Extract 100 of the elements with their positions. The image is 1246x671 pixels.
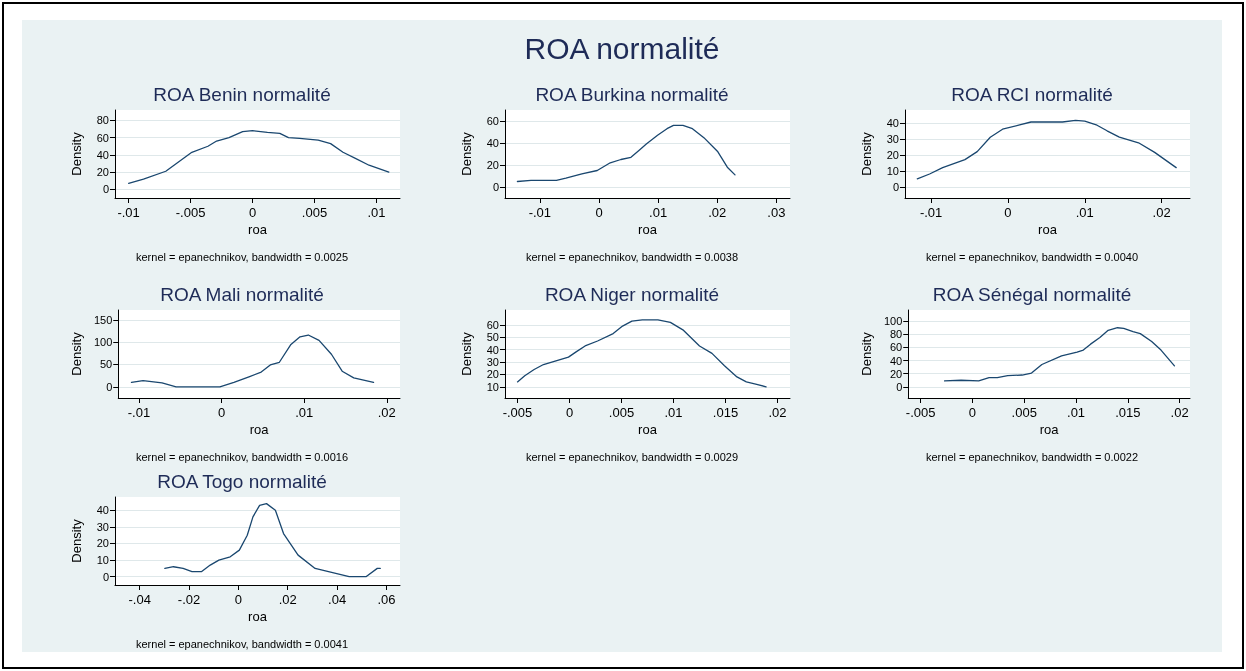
y-tick-label: 0	[892, 180, 899, 193]
x-tick-label: 0	[968, 405, 977, 420]
text: kernel = epanechnikov, bandwidth = 0.0016	[136, 450, 349, 463]
y-tick-label: 20	[886, 148, 899, 161]
x-tick-label: 0	[1004, 205, 1012, 220]
x-tick-label: -.01	[117, 205, 140, 220]
x-tick-label: .01	[649, 205, 668, 220]
y-axis-title: Density	[459, 131, 474, 176]
chart-title: ROA Mali normalité	[160, 284, 324, 305]
text: kernel = epanechnikov, bandwidth = 0.0038	[526, 250, 739, 263]
x-tick-label: -.01	[528, 205, 552, 220]
y-tick-label: 30	[486, 356, 499, 369]
x-tick-label: .005	[301, 205, 328, 220]
x-tick-label: -.04	[128, 592, 151, 607]
y-tick-label: 0	[492, 181, 499, 193]
y-tick-label: 20	[96, 537, 109, 550]
chart-title: ROA Togo normalité	[157, 471, 327, 492]
y-axis-title: Density	[69, 518, 84, 563]
x-tick-label: .02	[278, 592, 297, 607]
y-tick-label: 60	[486, 318, 499, 331]
x-tick-label: .015	[712, 405, 739, 420]
line-series	[516, 319, 767, 388]
x-tick-label: .06	[377, 592, 396, 607]
x-axis-title: roa	[1038, 222, 1058, 237]
y-tick-label: 40	[886, 116, 899, 129]
y-tick-label: 40	[486, 343, 499, 356]
y-tick-label: 20	[890, 367, 903, 380]
line-series	[516, 124, 736, 183]
y-tick-label: 0	[102, 570, 109, 583]
y-tick-label: 10	[886, 164, 899, 177]
y-tick-label: 100	[883, 315, 903, 328]
line-series	[127, 130, 390, 184]
y-tick-label: 80	[890, 328, 903, 341]
x-axis-title: roa	[249, 422, 270, 437]
text: kernel = epanechnikov, bandwidth = 0.0029	[526, 450, 739, 463]
y-tick-label: 20	[486, 368, 499, 381]
x-tick-label: .01	[367, 205, 386, 220]
text: kernel = epanechnikov, bandwidth = 0.0025	[136, 250, 349, 263]
text: ROA normalité	[524, 31, 720, 65]
x-tick-label: .02	[377, 405, 396, 420]
x-tick-label: .02	[1170, 405, 1189, 420]
y-tick-label: 10	[486, 380, 499, 393]
x-tick-label: .02	[708, 205, 727, 220]
y-tick-label: 80	[96, 114, 109, 127]
x-tick-label: .01	[295, 405, 314, 420]
x-tick-label: .03	[767, 205, 786, 220]
x-axis-title: roa	[248, 609, 268, 624]
line-series	[164, 502, 381, 578]
x-tick-label: 0	[565, 405, 574, 420]
y-axis-title: Density	[459, 331, 474, 376]
x-axis-title: roa	[638, 422, 658, 437]
y-tick-label: 40	[96, 504, 109, 517]
chart-title: ROA Benin normalité	[153, 84, 331, 105]
y-axis-title: Density	[859, 331, 874, 376]
y-tick-label: 30	[886, 132, 899, 145]
x-tick-label: .005	[1011, 405, 1037, 420]
y-tick-label: 40	[486, 137, 499, 149]
x-tick-label: .01	[664, 405, 683, 420]
chart-title: ROA Burkina normalité	[535, 84, 729, 105]
y-tick-label: 50	[486, 331, 499, 344]
x-tick-label: .02	[768, 405, 787, 420]
y-tick-label: 100	[93, 336, 113, 349]
y-tick-label: 150	[93, 313, 113, 326]
x-tick-label: 0	[234, 592, 242, 607]
y-tick-label: 60	[890, 341, 903, 354]
y-tick-label: 10	[96, 554, 109, 567]
x-tick-label: -.005	[905, 405, 936, 420]
y-tick-label: 0	[896, 380, 903, 393]
y-tick-label: 50	[100, 358, 113, 371]
y-tick-label: 20	[486, 159, 499, 171]
x-tick-label: .01	[1075, 205, 1094, 220]
x-tick-label: -.005	[502, 405, 533, 420]
y-tick-label: 60	[96, 131, 109, 144]
x-tick-label: -.01	[919, 205, 943, 220]
x-tick-label: 0	[595, 205, 603, 220]
y-tick-label: 40	[96, 148, 109, 161]
y-tick-label: 60	[486, 115, 499, 127]
x-tick-label: .005	[608, 405, 635, 420]
y-tick-label: 20	[96, 166, 109, 179]
line-series	[916, 119, 1177, 180]
x-axis-title: roa	[248, 222, 268, 237]
x-tick-label: .015	[1115, 405, 1141, 420]
text: kernel = epanechnikov, bandwidth = 0.0040	[926, 250, 1139, 263]
x-tick-label: 0	[248, 205, 257, 220]
line-series	[130, 334, 375, 388]
y-axis-title: Density	[69, 331, 84, 376]
x-tick-label: .02	[1152, 205, 1171, 220]
x-tick-label: 0	[217, 405, 226, 420]
x-axis-title: roa	[638, 222, 658, 237]
text: kernel = epanechnikov, bandwidth = 0.0022	[926, 450, 1139, 463]
x-tick-label: -.005	[175, 205, 206, 220]
x-tick-label: .04	[328, 592, 347, 607]
y-axis-title: Density	[859, 131, 874, 176]
chart-title: ROA Sénégal normalité	[932, 284, 1132, 305]
line-series	[943, 327, 1176, 382]
y-tick-label: 0	[106, 380, 113, 393]
text: kernel = epanechnikov, bandwidth = 0.0041	[136, 637, 349, 650]
x-axis-title: roa	[1039, 422, 1060, 437]
y-axis-title: Density	[69, 131, 84, 176]
y-tick-label: 40	[890, 354, 903, 367]
